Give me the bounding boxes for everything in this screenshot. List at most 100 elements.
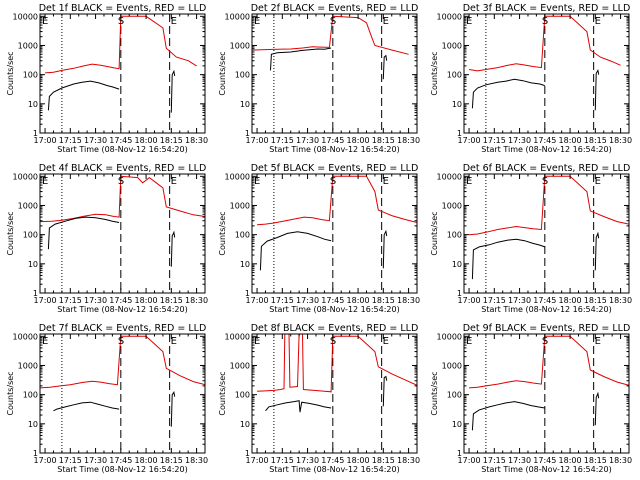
x-tick-label: 18:00: [347, 296, 370, 305]
y-tick-label: 10: [452, 260, 462, 269]
x-tick-label: 17:30: [84, 136, 107, 145]
x-tick-label: 17:45: [321, 136, 344, 145]
panel-title: Det 8f BLACK = Events, RED = LLD: [251, 323, 419, 334]
x-tick-label: 17:00: [34, 456, 57, 465]
y-tick-label: 100: [23, 231, 38, 240]
marker-label-e: E: [383, 16, 389, 27]
lld-series-line: [469, 335, 629, 389]
x-tick-label: 18:00: [559, 296, 582, 305]
marker-label-e: E: [595, 176, 601, 187]
x-tick-label: 17:15: [271, 136, 294, 145]
y-axis-label: Counts/sec: [218, 211, 227, 255]
events-tail-line: [382, 375, 388, 407]
plot-area: [40, 334, 205, 453]
panel-7: Det 7f BLACK = Events, RED = LLD E S E 1 10 10…: [6, 323, 208, 474]
y-tick-label: 1: [457, 289, 462, 298]
y-tick-label: 1000: [18, 361, 38, 370]
y-tick-label: 1: [245, 129, 250, 138]
y-tick-label: 1000: [18, 201, 38, 210]
events-tail-line: [594, 231, 600, 271]
x-tick-label: 17:00: [458, 136, 481, 145]
panel-title: Det 6f BLACK = Events, RED = LLD: [463, 163, 631, 174]
panel-1: Det 1f BLACK = Events, RED = LLD E S E 1 10 10…: [6, 3, 208, 154]
x-tick-label: 18:15: [584, 456, 607, 465]
x-tick-label: 18:15: [160, 136, 183, 145]
events-tail-line: [170, 391, 176, 427]
marker-label-e: E: [171, 16, 177, 27]
y-tick-label: 100: [235, 231, 250, 240]
y-tick-label: 1: [457, 449, 462, 458]
marker-label-s: S: [118, 176, 124, 187]
x-tick-label: 18:30: [609, 136, 632, 145]
panel-8: Det 8f BLACK = Events, RED = LLD E S E 1 10 10…: [218, 323, 420, 474]
y-tick-label: 10000: [437, 12, 462, 21]
lld-series-line: [40, 335, 205, 389]
marker-label-e: E: [171, 336, 177, 347]
x-tick-label: 18:00: [135, 136, 158, 145]
y-axis-label: Counts/sec: [6, 371, 15, 415]
events-tail-line: [170, 69, 176, 113]
panel-6: Det 6f BLACK = Events, RED = LLD E S E 1 10 10…: [430, 163, 632, 314]
y-axis-label: Counts/sec: [218, 51, 227, 95]
y-axis-label: Counts/sec: [430, 211, 439, 255]
y-tick-label: 10: [28, 420, 38, 429]
lld-series-line: [252, 15, 409, 55]
axes-frame: [39, 13, 206, 134]
x-tick-label: 17:00: [246, 296, 269, 305]
x-tick-label: 18:00: [135, 456, 158, 465]
x-axis-label: Start Time (08-Nov-12 16:54:20): [481, 465, 611, 474]
x-axis-label: Start Time (08-Nov-12 16:54:20): [57, 305, 187, 314]
y-tick-label: 10000: [13, 332, 38, 341]
x-tick-label: 17:15: [483, 136, 506, 145]
axes-frame: [251, 13, 418, 134]
events-tail-line: [382, 229, 388, 269]
y-tick-label: 10: [240, 260, 250, 269]
x-tick-label: 17:15: [483, 296, 506, 305]
marker-label-e-left: E: [42, 176, 48, 187]
panel-title: Det 3f BLACK = Events, RED = LLD: [463, 3, 631, 14]
events-series-line: [471, 238, 545, 280]
x-tick-label: 17:30: [508, 296, 531, 305]
x-tick-label: 17:45: [109, 296, 132, 305]
y-tick-label: 1: [457, 129, 462, 138]
marker-label-e-left: E: [254, 176, 260, 187]
plot-area: [257, 174, 417, 293]
lld-series-line: [45, 15, 197, 74]
panel-3: Det 3f BLACK = Events, RED = LLD E S E 1 10 10…: [430, 3, 632, 154]
x-tick-label: 18:30: [609, 456, 632, 465]
events-series-line: [265, 400, 332, 413]
x-tick-label: 17:45: [533, 456, 556, 465]
y-tick-label: 10000: [225, 12, 250, 21]
events-tail-line: [594, 391, 600, 426]
x-axis-label: Start Time (08-Nov-12 16:54:20): [269, 465, 399, 474]
y-tick-label: 10000: [13, 172, 38, 181]
y-axis-label: Counts/sec: [218, 371, 227, 415]
x-tick-label: 18:00: [559, 136, 582, 145]
y-tick-label: 10: [28, 100, 38, 109]
marker-label-e: E: [383, 176, 389, 187]
y-tick-label: 10: [28, 260, 38, 269]
panel-title: Det 2f BLACK = Events, RED = LLD: [251, 3, 419, 14]
x-tick-label: 17:00: [458, 296, 481, 305]
plot-area: [40, 174, 205, 293]
marker-label-e-left: E: [254, 16, 260, 27]
axes-frame: [251, 333, 418, 454]
x-axis-label: Start Time (08-Nov-12 16:54:20): [481, 145, 611, 154]
y-tick-label: 1: [33, 289, 38, 298]
x-tick-label: 18:00: [559, 456, 582, 465]
y-tick-label: 100: [447, 231, 462, 240]
x-tick-label: 18:30: [397, 456, 420, 465]
x-tick-label: 17:15: [59, 136, 82, 145]
lld-series-line: [469, 15, 621, 72]
x-tick-label: 17:15: [59, 296, 82, 305]
y-axis-label: Counts/sec: [6, 51, 15, 95]
y-tick-label: 10000: [13, 12, 38, 21]
marker-label-e-left: E: [466, 176, 472, 187]
panel-title: Det 1f BLACK = Events, RED = LLD: [39, 3, 207, 14]
x-tick-label: 17:45: [533, 136, 556, 145]
panel-9: Det 9f BLACK = Events, RED = LLD E S E 1 10 10…: [430, 323, 632, 474]
panel-title: Det 5f BLACK = Events, RED = LLD: [251, 163, 419, 174]
y-axis-label: Counts/sec: [430, 51, 439, 95]
x-tick-label: 17:30: [84, 456, 107, 465]
y-tick-label: 1: [33, 449, 38, 458]
